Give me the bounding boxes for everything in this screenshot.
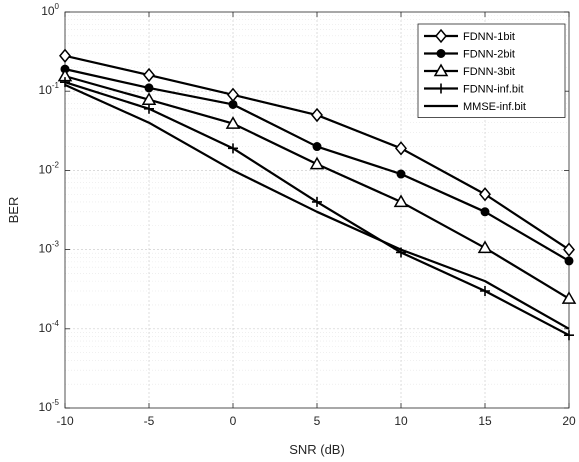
legend-label: MMSE-inf.bit (463, 101, 526, 113)
legend-label: FDNN-3bit (463, 66, 515, 78)
x-tick-label: 5 (314, 414, 321, 428)
data-point (477, 240, 493, 254)
data-point (59, 48, 71, 63)
data-point (312, 142, 322, 152)
x-tick-label: 0 (230, 414, 237, 428)
data-point (225, 116, 241, 129)
legend-label: FDNN-2bit (463, 49, 515, 61)
series-2 (57, 68, 577, 304)
series-group (57, 48, 577, 341)
x-tick-label: 10 (394, 414, 408, 428)
y-tick-label: 10-1 (39, 81, 60, 97)
data-point (312, 196, 322, 207)
x-tick-label: -5 (144, 414, 155, 428)
legend-label: FDNN-inf.bit (463, 84, 524, 96)
data-point (561, 291, 577, 304)
series-4 (64, 83, 570, 330)
data-point (480, 286, 490, 297)
y-tick-label: 100 (41, 2, 59, 18)
legend-entry: MMSE-inf.bit (424, 101, 526, 113)
x-axis-label: SNR (dB) (289, 442, 345, 457)
legend-entry: FDNN-2bit (424, 49, 515, 61)
data-point (396, 169, 406, 179)
data-point (563, 242, 575, 257)
y-tick-label: 10-5 (39, 398, 60, 414)
series-0 (59, 48, 575, 257)
legend-entry: FDNN-3bit (424, 63, 515, 78)
legend-marker (436, 83, 446, 94)
data-point (144, 103, 154, 114)
series-1 (60, 64, 574, 266)
series-line (64, 83, 570, 330)
y-tick-label: 10-3 (39, 240, 60, 256)
legend-marker (435, 28, 447, 44)
data-point (143, 67, 155, 83)
y-axis-label: BER (6, 197, 21, 224)
data-point (228, 99, 238, 109)
y-tick-label: 10-2 (39, 160, 60, 176)
data-point (564, 256, 574, 266)
x-tick-label: -10 (56, 414, 74, 428)
legend-label: FDNN-1bit (463, 31, 515, 43)
legend: FDNN-1bit FDNN-2bit FDNN-3bit FDNN-inf.bit M… (417, 23, 566, 118)
data-point (311, 107, 323, 123)
axis-ticks: -10 -5 0 5 10 15 20 100 10-1 10-2 10-3 10-4 10-5 (39, 2, 576, 428)
data-point (309, 156, 325, 170)
legend-marker (436, 49, 446, 58)
data-point (564, 330, 574, 341)
legend-marker (433, 63, 449, 77)
data-point (144, 83, 154, 93)
data-point (228, 143, 238, 154)
x-tick-label: 20 (562, 414, 576, 428)
x-tick-label: 15 (478, 414, 492, 428)
legend-entry: FDNN-1bit (424, 28, 515, 44)
y-tick-label: 10-4 (39, 319, 60, 335)
data-point (395, 141, 407, 156)
series-3 (60, 77, 574, 341)
data-point (480, 207, 490, 217)
data-point (479, 187, 491, 202)
legend-entry: FDNN-inf.bit (424, 83, 524, 96)
data-point (393, 194, 409, 208)
